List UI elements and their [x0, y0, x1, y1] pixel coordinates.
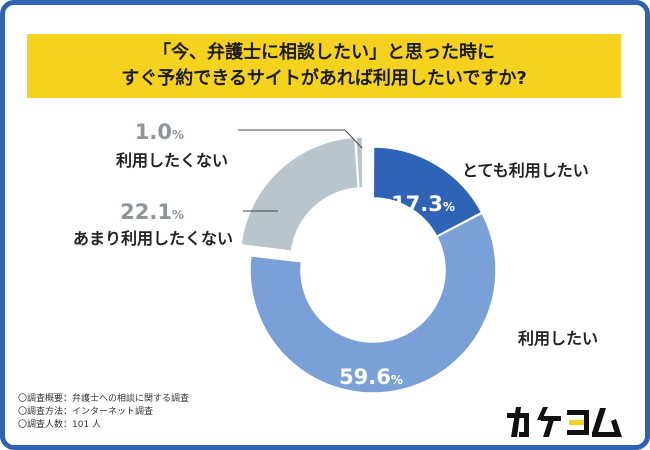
slice-willing: [249, 212, 497, 394]
slice-percent-not-willing-number: 1.0: [135, 120, 172, 144]
slice-percent-very-willing-number: 17.3: [391, 192, 443, 216]
title-line-2: すぐ予約できるサイトがあれば利用したいですか?: [121, 68, 527, 89]
logo-glyph-ke: [537, 407, 561, 437]
title-line-1: 「今、弁護士に相談したい」と思った時に: [153, 42, 495, 63]
survey-notes: 〇調査概要：弁護士への相談に関する調査 〇調査方法：インターネット調査 〇調査人…: [18, 393, 189, 432]
logo-glyph-mu: [592, 408, 622, 437]
slice-label-willing: 利用したい: [518, 329, 598, 348]
survey-note-count: 〇調査人数：101 人: [18, 420, 102, 430]
donut-slices: [240, 136, 497, 394]
slice-percent-willing: 59.6%: [339, 365, 403, 389]
leader-not-willing: [238, 129, 363, 149]
slice-very-willing: [372, 146, 483, 238]
slice-not-very-willing: [240, 136, 359, 252]
slice-not-willing: [354, 136, 364, 189]
slice-label-very-willing: とても利用したい: [462, 161, 589, 180]
slice-percent-willing-number: 59.6: [339, 365, 391, 389]
logo-glyph-yo: [567, 410, 589, 435]
slice-percent-willing-unit: %: [391, 373, 403, 387]
logo-glyph-ka: [507, 407, 529, 437]
leader-lines: [238, 129, 363, 212]
kakeyomu-logo: [507, 407, 622, 437]
slice-percent-not-very-willing-number: 22.1: [120, 200, 172, 224]
survey-note-method: 〇調査方法：インターネット調査: [18, 407, 154, 417]
survey-note-summary: 〇調査概要：弁護士への相談に関する調査: [18, 394, 190, 404]
slice-label-not-willing: 利用したくない: [116, 151, 228, 170]
slice-percent-very-willing-unit: %: [443, 200, 455, 214]
slice-percent-not-very-willing: 22.1%: [120, 200, 184, 224]
slice-label-not-very-willing: あまり利用したくない: [73, 229, 233, 248]
slice-percent-very-willing: 17.3%: [391, 192, 455, 216]
slice-percent-not-willing-unit: %: [172, 128, 184, 142]
title-banner: 「今、弁護士に相談したい」と思った時に すぐ予約できるサイトがあれば利用したいで…: [27, 34, 621, 98]
slice-percent-not-very-willing-unit: %: [172, 208, 184, 222]
slice-percent-not-willing: 1.0%: [135, 120, 184, 144]
